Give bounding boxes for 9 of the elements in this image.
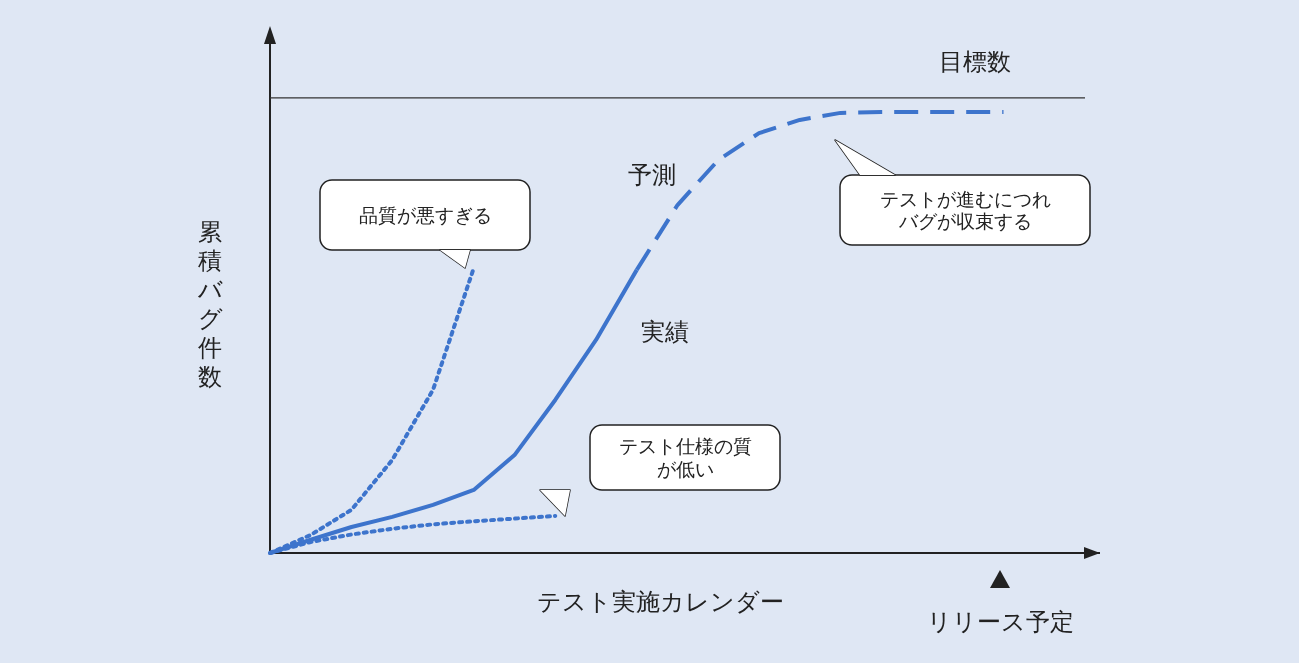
x-axis-title: テスト実施カレンダー (536, 588, 784, 616)
annotation: テスト仕様の質が低い (618, 435, 752, 480)
ref-line-label: 目標数 (939, 47, 1011, 76)
series-label: 実績 (641, 318, 689, 346)
series-label: 予測 (627, 161, 676, 190)
annotation: 品質が悪すぎる (358, 204, 492, 226)
y-axis-title: 累積バグ件数 (196, 218, 223, 391)
annotation: テストが進むにつれバグが収束する (879, 187, 1051, 233)
text: リリース予定 (926, 608, 1074, 636)
